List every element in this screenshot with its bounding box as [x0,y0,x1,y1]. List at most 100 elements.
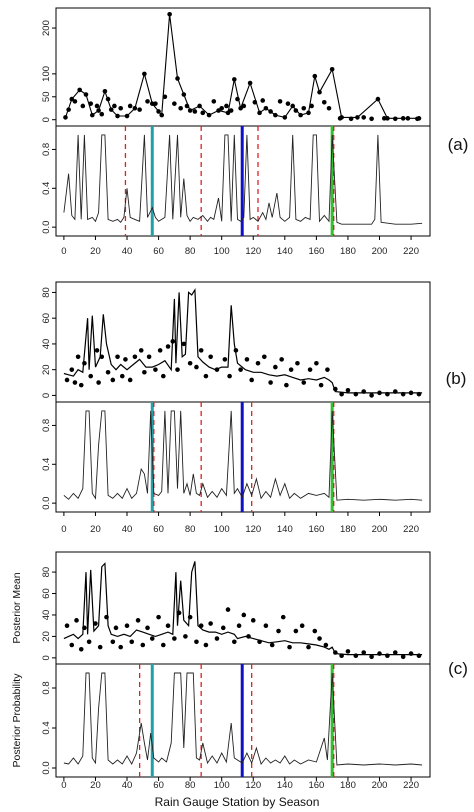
mean-point [273,112,278,118]
observation-point [115,354,120,360]
observation-point [400,391,406,397]
x-axis-label: Rain Gauge Station by Season [155,795,320,809]
observation-point [165,344,171,349]
observation-point [99,111,105,117]
observation-point [66,107,71,112]
bottom-y-tick-label: 0.4 [41,182,52,195]
observation-point [269,642,275,648]
bottom-y-tick-label: 0.0 [41,221,52,234]
bottom-y-tick-label: 0.8 [41,681,52,694]
mean-point [102,88,108,94]
mean-point [77,87,82,93]
observation-point [345,649,351,654]
x-tick-label: 0 [61,780,66,791]
observation-point [416,653,422,659]
observation-point [293,108,299,113]
x-tick-label: 160 [308,780,324,791]
observation-point [187,614,193,620]
observation-point [299,623,305,628]
observation-point [280,614,286,620]
mean-point [187,108,193,113]
observation-point [69,642,75,648]
x-tick-label: 0 [61,524,66,535]
x-tick-label: 20 [90,524,101,535]
x-tick-label: 120 [245,246,261,257]
mean-point [247,80,253,86]
observation-point [69,367,75,372]
observation-point [268,380,273,385]
mean-point [282,115,288,120]
observation-point [279,357,284,362]
observation-point [232,639,237,645]
observation-point [181,341,187,347]
observation-point [88,373,94,379]
observation-point [156,614,161,620]
mean-point [132,105,138,111]
observation-point [93,621,98,626]
mean-point [108,107,114,112]
observation-point [325,367,330,372]
observation-point [170,339,176,344]
mean-point [181,92,187,97]
x-tick-label: 80 [185,524,196,535]
observation-point [318,382,324,388]
observation-point [345,387,351,393]
observation-point [172,101,177,106]
x-tick-label: 80 [185,246,196,257]
observation-point [110,377,116,383]
observation-point [161,642,166,648]
observation-point [110,639,116,645]
mean-point [232,77,237,82]
top-y-tick-label: 60 [41,588,52,599]
x-tick-label: 40 [122,780,133,791]
observation-point [145,625,150,631]
observation-point [317,636,322,641]
observation-point [187,360,193,366]
observation-point [220,625,226,631]
mean-point [206,112,212,118]
bottom-y-tick-label: 0.0 [41,497,52,510]
observation-point [235,96,240,102]
observation-point [138,348,144,353]
x-tick-label: 140 [277,780,293,791]
observation-point [333,386,338,392]
observation-point [284,382,289,388]
observation-point [99,354,105,360]
top-plot-frame [55,551,431,665]
mean-point [175,76,180,81]
observation-point [140,642,146,648]
observation-point [337,116,343,121]
observation-point [227,373,232,379]
x-tick-label: 120 [245,524,261,535]
observation-point [88,101,94,106]
x-tick-label: 60 [153,780,164,791]
x-tick-label: 100 [214,246,230,257]
observation-point [244,357,250,362]
mean-point [115,113,120,119]
top-y-tick-label: 20 [41,631,52,642]
observation-point [273,364,278,370]
top-y-tick-label: 40 [41,610,52,621]
x-tick-label: 160 [308,524,324,535]
observation-point [408,651,414,656]
posterior-probability-line [63,134,423,225]
top-y-axis-label: Posterior Mean [11,572,23,643]
top-y-tick-label: 20 [41,364,52,375]
x-tick-label: 20 [90,780,101,791]
x-tick-label: 60 [153,524,164,535]
top-y-tick-label: 80 [41,287,52,298]
observation-point [326,105,332,111]
mean-point [216,108,221,113]
observation-point [127,377,133,383]
observation-point [118,105,124,111]
observation-point [385,391,390,397]
x-tick-label: 0 [61,246,66,257]
observation-point [416,391,422,397]
mean-point [312,73,318,79]
mean-point [375,96,381,102]
observation-point [400,654,406,660]
mean-point [298,112,303,118]
observation-point [249,377,254,383]
observation-point [288,367,294,372]
